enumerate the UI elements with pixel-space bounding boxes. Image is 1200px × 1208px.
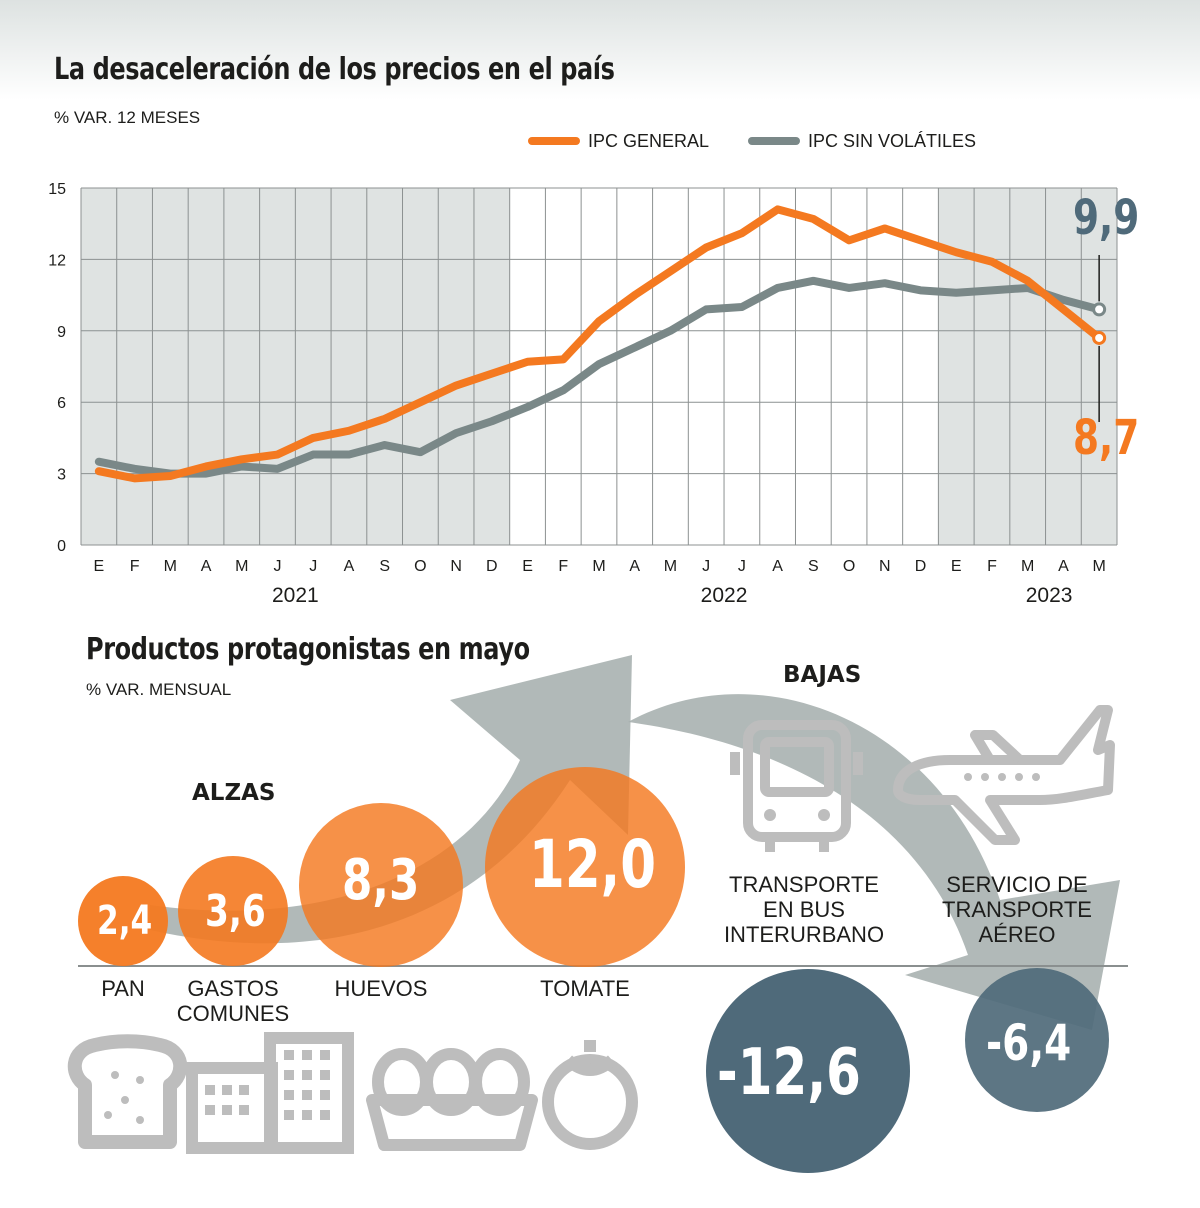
legend-label-sin-volatiles: IPC SIN VOLÁTILES [808, 130, 977, 151]
falling-arrow [628, 694, 1120, 1030]
x-tick-label: M [592, 558, 605, 575]
products-subtitle: % VAR. MENSUAL [86, 680, 232, 699]
x-tick-label: E [951, 558, 962, 575]
value-tomate: 12,0 [529, 826, 657, 903]
end-point-sin-volatiles [1092, 302, 1107, 317]
y-tick-label: 15 [48, 181, 66, 198]
legend-item-sin-volatiles: IPC SIN VOLÁTILES [748, 130, 976, 152]
legend-swatch-general [528, 137, 580, 145]
x-tick-label: J [702, 558, 710, 575]
legend-label-general: IPC GENERAL [588, 130, 710, 151]
legend-swatch-sin-volatiles [748, 137, 800, 145]
value-gastos-comunes: 3,6 [205, 886, 266, 937]
x-tick-label: F [130, 558, 140, 575]
x-tick-label: F [558, 558, 568, 575]
x-tick-label: A [1058, 558, 1069, 575]
chart-title: La desaceleración de los precios en el p… [54, 52, 615, 87]
x-tick-label: E [94, 558, 105, 575]
buildings-icon [186, 1032, 354, 1154]
value-bus: -12,6 [717, 1036, 861, 1110]
label-aereo: SERVICIO DE TRANSPORTE AÉREO [942, 872, 1092, 947]
x-tick-label: A [629, 558, 640, 575]
line-chart: 0 3 6 9 12 15 E F M A M J J A S O N D E F M A M J J A S O N D E F M A M 202… [48, 181, 1118, 607]
value-huevos: 8,3 [342, 848, 420, 913]
alzas-label: ALZAS [192, 780, 276, 806]
circle-pan [78, 876, 168, 966]
last-value-general: 8,7 [1073, 410, 1140, 466]
egg-carton-icon [366, 1048, 538, 1151]
chart-subtitle: % VAR. 12 MESES [54, 108, 201, 127]
series-line-general [94, 205, 1104, 483]
label-tomate: TOMATE [540, 976, 630, 1001]
circle-tomate [485, 767, 685, 967]
building-windows-icon [205, 1050, 330, 1120]
x-tick-label: M [235, 558, 248, 575]
circle-gastos-comunes [178, 856, 288, 966]
label-gastos-comunes: GASTOS COMUNES [176, 976, 290, 1026]
rising-arrow [150, 655, 632, 944]
x-tick-label: A [772, 558, 783, 575]
series-line-sin-volatiles [94, 276, 1104, 478]
header-background [0, 0, 1200, 100]
x-tick-label: N [450, 558, 462, 575]
x-tick-label: A [344, 558, 355, 575]
value-pan: 2,4 [97, 898, 153, 944]
x-tick-label: M [1021, 558, 1034, 575]
year-label: 2021 [272, 584, 319, 607]
x-tick-label: O [843, 558, 855, 575]
circle-bus [706, 969, 910, 1173]
label-huevos: HUEVOS [334, 976, 428, 1001]
year-label: 2023 [1026, 584, 1073, 607]
x-tick-label: M [164, 558, 177, 575]
products-title: Productos protagonistas en mayo [86, 632, 530, 667]
x-tick-label: J [309, 558, 317, 575]
x-tick-label: A [201, 558, 212, 575]
year-label: 2022 [701, 584, 748, 607]
x-tick-label: D [915, 558, 927, 575]
x-tick-label: S [379, 558, 390, 575]
y-tick-label: 12 [48, 252, 66, 269]
y-tick-label: 0 [57, 538, 66, 555]
last-value-sin-volatiles: 9,9 [1073, 190, 1140, 246]
legend-item-general: IPC GENERAL [528, 130, 709, 152]
x-tick-label: M [1092, 558, 1105, 575]
x-tick-label: N [879, 558, 891, 575]
x-tick-label: O [414, 558, 426, 575]
year-band-2 [938, 188, 1117, 545]
bus-icon [730, 720, 863, 852]
y-tick-label: 6 [57, 395, 66, 412]
label-bus: TRANSPORTE EN BUS INTERURBANO [723, 872, 885, 947]
end-point-general [1092, 330, 1107, 345]
x-tick-label: E [522, 558, 533, 575]
x-tick-label: J [273, 558, 281, 575]
bajas-label: BAJAS [783, 662, 862, 688]
x-tick-label: J [738, 558, 746, 575]
y-tick-label: 3 [57, 467, 66, 484]
tomato-icon [542, 1040, 638, 1150]
x-tick-label: S [808, 558, 819, 575]
x-tick-label: M [664, 558, 677, 575]
x-tick-label: F [987, 558, 997, 575]
x-tick-label: D [486, 558, 498, 575]
label-pan: PAN [101, 976, 145, 1001]
circle-aereo [965, 968, 1109, 1112]
airplane-windows-icon [964, 773, 1040, 781]
bread-icon [67, 1034, 188, 1149]
airplane-icon [893, 705, 1115, 845]
bus-lights-icon [764, 809, 830, 821]
y-tick-label: 9 [57, 324, 66, 341]
value-aereo: -6,4 [986, 1014, 1072, 1072]
circle-huevos [299, 803, 463, 967]
bread-crumbs-icon [104, 1071, 144, 1124]
